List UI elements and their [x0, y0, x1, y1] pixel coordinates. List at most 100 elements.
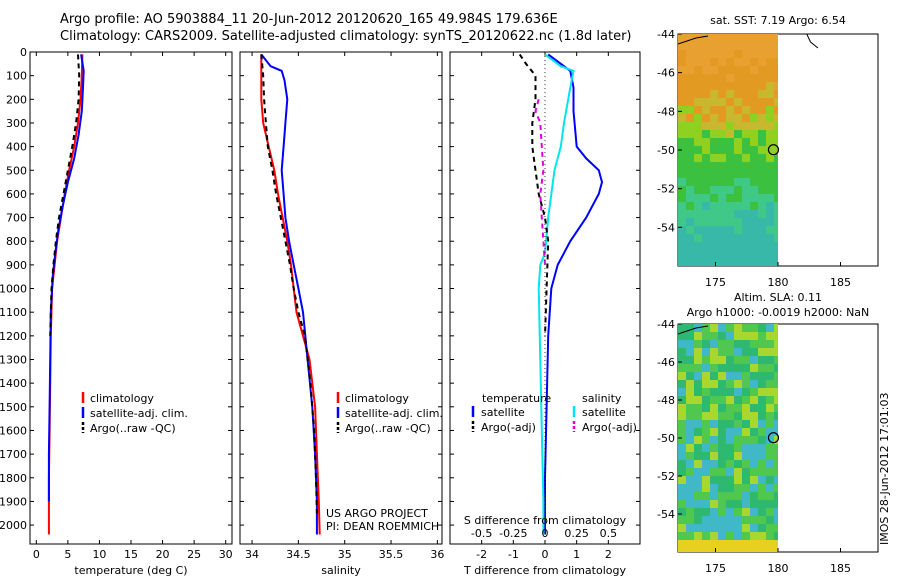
- sst-map-cell: [734, 74, 742, 82]
- temperature-ytick-label: 600: [6, 188, 27, 201]
- sst-map-cell: [710, 106, 718, 114]
- sst-map-cell: [734, 146, 742, 154]
- sst-map-cell: [766, 186, 774, 194]
- sst-map-cell: [750, 202, 758, 210]
- sst-map-cell: [758, 146, 766, 154]
- sla-map-cell: [702, 340, 710, 348]
- sst-map-cell: [678, 250, 686, 258]
- sla-map-cell: [694, 468, 702, 476]
- sst-map-cell: [686, 218, 694, 226]
- sst-map-cell: [758, 242, 766, 250]
- sla-map-cell: [774, 372, 778, 380]
- sst-map-cell: [694, 74, 702, 82]
- sst-map-cell: [678, 162, 686, 170]
- sst-map-cell: [702, 218, 710, 226]
- sla-map-cell: [710, 500, 718, 508]
- difference-legend-label: Argo(-adj): [481, 421, 536, 434]
- sla-map-cell: [718, 524, 726, 532]
- sla-map-cell: [742, 356, 750, 364]
- sla-map-cell: [750, 524, 758, 532]
- sla-map-cell: [774, 356, 778, 364]
- sla-map-cell: [774, 436, 778, 444]
- sst-map-ytick-label: -48: [657, 105, 675, 118]
- sla-map-cell: [694, 380, 702, 388]
- sla-map-cell: [694, 548, 702, 552]
- sla-map-cell: [710, 548, 718, 552]
- sst-map-cell: [742, 114, 750, 122]
- sla-map-cell: [710, 388, 718, 396]
- sla-map-cell: [758, 324, 766, 332]
- sla-map-cell: [686, 364, 694, 372]
- sst-map-cell: [702, 226, 710, 234]
- sla-map-cell: [766, 372, 774, 380]
- sst-map-cell: [750, 90, 758, 98]
- sst-map-cell: [718, 210, 726, 218]
- sla-map-cell: [718, 324, 726, 332]
- sla-map-cell: [726, 388, 734, 396]
- sla-map-cell: [750, 516, 758, 524]
- sla-map-cell: [686, 348, 694, 356]
- salinity-xtick-label: 35.5: [379, 548, 404, 561]
- sst-map-cell: [734, 98, 742, 106]
- sla-map-cell: [734, 412, 742, 420]
- sst-map-cell: [694, 98, 702, 106]
- sla-map-cell: [726, 324, 734, 332]
- sla-map-cell: [686, 356, 694, 364]
- sla-map-cell: [686, 476, 694, 484]
- temperature-ytick-label: 1100: [0, 306, 27, 319]
- sst-map-cell: [702, 178, 710, 186]
- sla-map-cell: [686, 412, 694, 420]
- sla-map-cell: [726, 444, 734, 452]
- sst-map-cell: [774, 66, 778, 74]
- sst-map-cell: [742, 106, 750, 114]
- sla-map-cell: [710, 452, 718, 460]
- sst-map-cell: [742, 138, 750, 146]
- sla-map-cell: [758, 548, 766, 552]
- sla-map-cell: [734, 508, 742, 516]
- sla-map-cell: [742, 396, 750, 404]
- sst-map-cell: [686, 226, 694, 234]
- sla-map-cell: [766, 412, 774, 420]
- sst-map-cell: [702, 210, 710, 218]
- sst-map-cell: [766, 82, 774, 90]
- sla-map-cell: [750, 348, 758, 356]
- sla-map-cell: [734, 516, 742, 524]
- sla-map-cell: [734, 436, 742, 444]
- sla-map-cell: [686, 468, 694, 476]
- sst-map-cell: [718, 194, 726, 202]
- sst-map-cell: [766, 130, 774, 138]
- sla-map-cell: [678, 380, 686, 388]
- sla-map-cell: [734, 428, 742, 436]
- sst-map-cell: [742, 218, 750, 226]
- sst-map-cell: [710, 138, 718, 146]
- sst-map-cell: [774, 170, 778, 178]
- sst-map-cell: [774, 50, 778, 58]
- sla-map-cell: [694, 348, 702, 356]
- sst-map-cell: [734, 210, 742, 218]
- sla-map-cell: [718, 388, 726, 396]
- sla-map-cell: [734, 444, 742, 452]
- sla-map-cell: [774, 412, 778, 420]
- sst-map-cell: [758, 186, 766, 194]
- sla-map-cell: [702, 540, 710, 548]
- sst-map-cell: [694, 106, 702, 114]
- sla-map-cell: [742, 476, 750, 484]
- sla-map-cell: [742, 428, 750, 436]
- difference-series-blue: [544, 53, 604, 535]
- temperature-ytick-label: 2000: [0, 519, 27, 532]
- sst-map-cell: [694, 170, 702, 178]
- sst-map-cell: [726, 58, 734, 66]
- sla-map-cell: [742, 532, 750, 540]
- sla-map-cell: [678, 548, 686, 552]
- sst-map-cell: [710, 82, 718, 90]
- sla-map-cell: [678, 524, 686, 532]
- sst-map-cell: [734, 234, 742, 242]
- sla-map-cell: [766, 492, 774, 500]
- temperature-xtick-label: 10: [92, 548, 106, 561]
- sst-map-cell: [734, 242, 742, 250]
- sla-map-cell: [710, 532, 718, 540]
- sla-map-cell: [774, 460, 778, 468]
- temperature-legend-label: climatology: [90, 392, 154, 405]
- sst-map-cell: [750, 250, 758, 258]
- sla-map-cell: [702, 332, 710, 340]
